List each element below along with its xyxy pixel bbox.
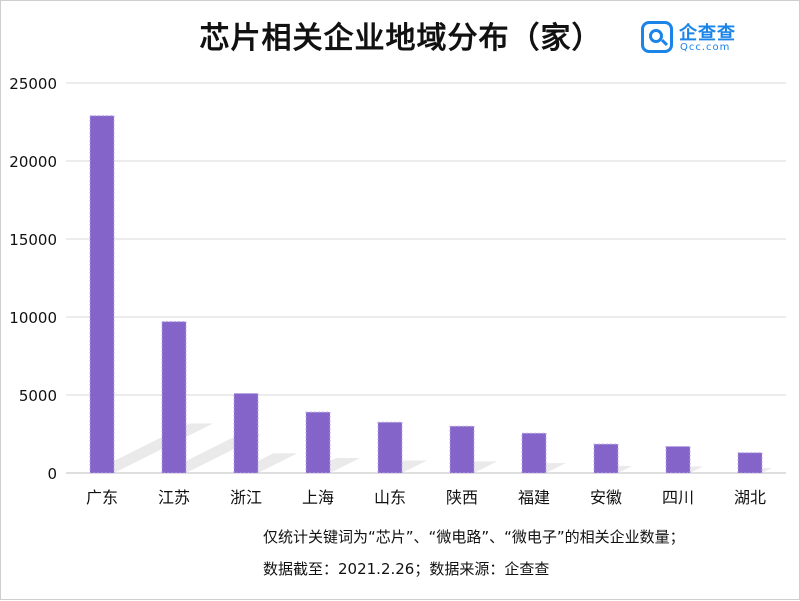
bar	[161, 321, 187, 474]
y-tick-label: 15000	[9, 231, 57, 249]
x-tick-label: 安徽	[590, 488, 622, 507]
x-tick-label: 湖北	[734, 488, 766, 507]
chart-title: 芯片相关企业地域分布（家）	[199, 21, 603, 56]
y-tick-label: 20000	[9, 153, 57, 171]
bar	[233, 392, 259, 474]
x-tick-label: 上海	[302, 488, 334, 507]
x-tick-label: 广东	[86, 488, 118, 507]
bar	[665, 445, 691, 474]
x-tick-label: 陕西	[446, 488, 478, 507]
magnifier-logo-icon	[641, 21, 673, 53]
bar	[377, 421, 403, 474]
bar	[305, 411, 331, 474]
x-tick-label: 江苏	[158, 488, 190, 507]
x-tick-label: 山东	[374, 488, 406, 507]
x-tick-label: 福建	[518, 488, 550, 507]
qcc-logo: 企查查 Qcc.com	[641, 19, 781, 59]
bar	[89, 115, 115, 474]
x-tick-label: 四川	[662, 488, 694, 507]
bar	[521, 432, 547, 474]
logo-url: Qcc.com	[680, 42, 731, 53]
y-tick-label: 25000	[9, 75, 57, 93]
x-tick-label: 浙江	[230, 488, 262, 507]
y-tick-label: 5000	[19, 387, 57, 405]
bar	[737, 452, 763, 474]
bar	[593, 443, 619, 474]
footnote-keywords: 仅统计关键词为“芯片”、“微电路”、“微电子”的相关企业数量；	[263, 528, 685, 546]
y-tick-label: 10000	[9, 309, 57, 327]
footnote-source: 数据截至：2021.2.26；数据来源：企查查	[263, 560, 550, 578]
logo-name: 企查查	[679, 23, 736, 44]
y-tick-label: 0	[47, 465, 57, 483]
bar	[449, 425, 475, 474]
